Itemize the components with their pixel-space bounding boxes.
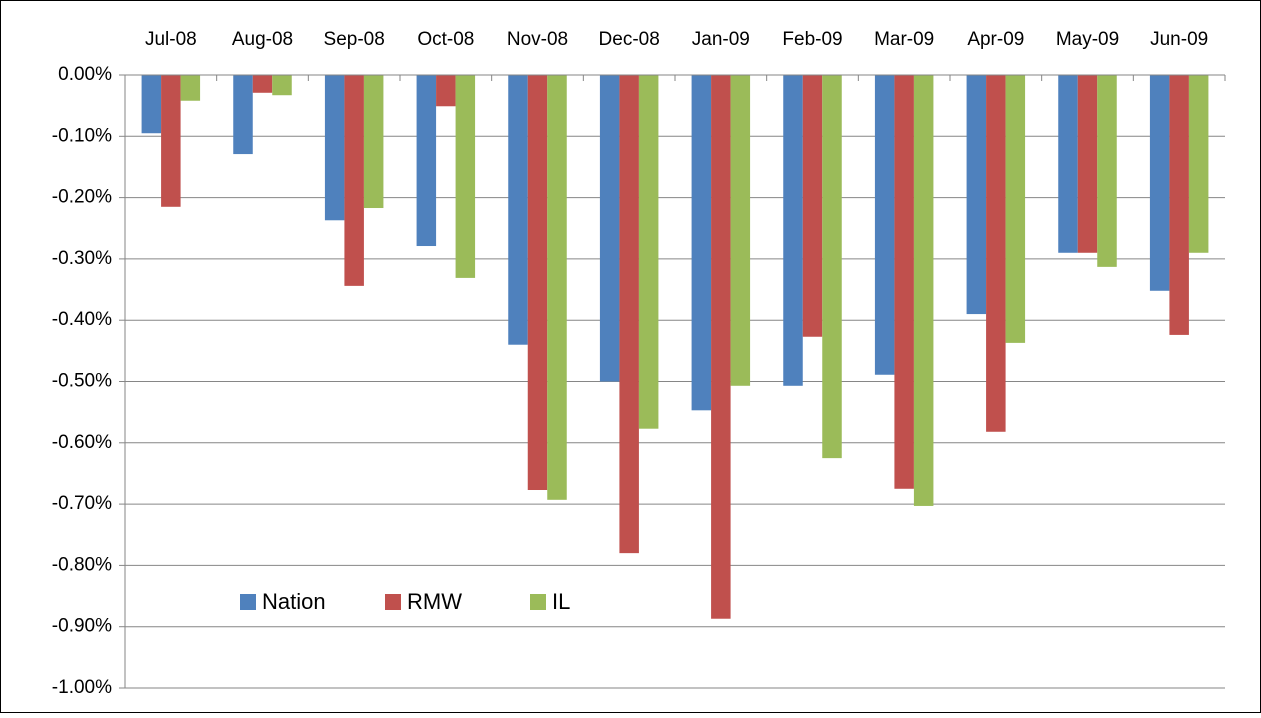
bar	[1005, 75, 1026, 343]
x-tick-label: Oct-08	[417, 29, 474, 50]
bar	[966, 75, 987, 315]
legend-label: IL	[552, 589, 570, 614]
x-tick-label: Aug-08	[232, 29, 293, 50]
y-tick-label: -0.40%	[52, 309, 112, 330]
legend-swatch	[385, 594, 401, 610]
bar	[619, 75, 639, 554]
bar	[547, 75, 567, 500]
bar	[324, 75, 345, 221]
bar	[822, 75, 842, 459]
bar	[233, 75, 253, 155]
y-tick-label: -0.70%	[52, 493, 112, 514]
bar	[874, 75, 895, 375]
bar	[252, 75, 273, 93]
bar	[141, 75, 162, 134]
bar	[711, 75, 731, 619]
bar	[730, 75, 751, 386]
bar	[1058, 75, 1078, 253]
x-tick-label: Jun-09	[1150, 29, 1208, 50]
legend-label: RMW	[407, 589, 462, 614]
y-tick-label: -1.00%	[52, 677, 112, 698]
bar	[272, 75, 292, 96]
bar	[416, 75, 437, 247]
x-tick-label: Feb-09	[782, 29, 842, 50]
y-tick-label: -0.90%	[52, 616, 112, 637]
bar	[455, 75, 476, 278]
bar	[638, 75, 659, 429]
legend-swatch	[240, 594, 256, 610]
y-tick-label: -0.10%	[52, 125, 112, 146]
bar	[344, 75, 364, 286]
bar	[1097, 75, 1117, 267]
bar	[1188, 75, 1209, 253]
bar	[894, 75, 914, 489]
x-tick-label: Jan-09	[692, 29, 750, 50]
bar	[802, 75, 823, 337]
x-tick-label: Jul-08	[145, 29, 197, 50]
y-tick-label: -0.60%	[52, 432, 112, 453]
bar	[599, 75, 620, 382]
legend-swatch	[530, 594, 546, 610]
bar	[161, 75, 181, 207]
bar	[527, 75, 548, 491]
x-tick-label: Dec-08	[599, 29, 660, 50]
bar	[691, 75, 712, 411]
x-tick-label: Apr-09	[967, 29, 1024, 50]
x-tick-label: Sep-08	[324, 29, 385, 50]
x-tick-label: May-09	[1056, 29, 1119, 50]
bar	[986, 75, 1006, 432]
y-tick-label: 0.00%	[58, 64, 112, 85]
bar	[1077, 75, 1098, 253]
bar	[508, 75, 528, 345]
bar	[180, 75, 201, 101]
y-tick-label: -0.50%	[52, 371, 112, 392]
y-tick-label: -0.80%	[52, 554, 112, 575]
bar	[363, 75, 384, 209]
bar	[1169, 75, 1189, 335]
x-tick-label: Mar-09	[874, 29, 934, 50]
y-tick-label: -0.30%	[52, 248, 112, 269]
bar	[1149, 75, 1170, 291]
x-tick-label: Nov-08	[507, 29, 568, 50]
y-tick-label: -0.20%	[52, 187, 112, 208]
bar	[436, 75, 456, 107]
bar	[913, 75, 934, 506]
bar	[783, 75, 803, 386]
legend-label: Nation	[262, 589, 326, 614]
